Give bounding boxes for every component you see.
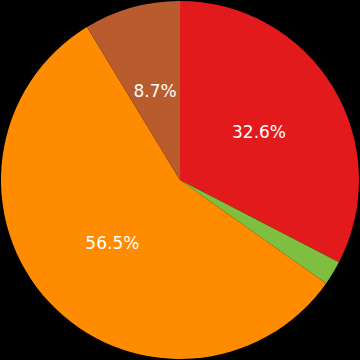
svg-text:56.5%: 56.5% bbox=[85, 233, 139, 253]
svg-text:8.7%: 8.7% bbox=[133, 81, 176, 101]
svg-text:32.6%: 32.6% bbox=[232, 122, 286, 142]
